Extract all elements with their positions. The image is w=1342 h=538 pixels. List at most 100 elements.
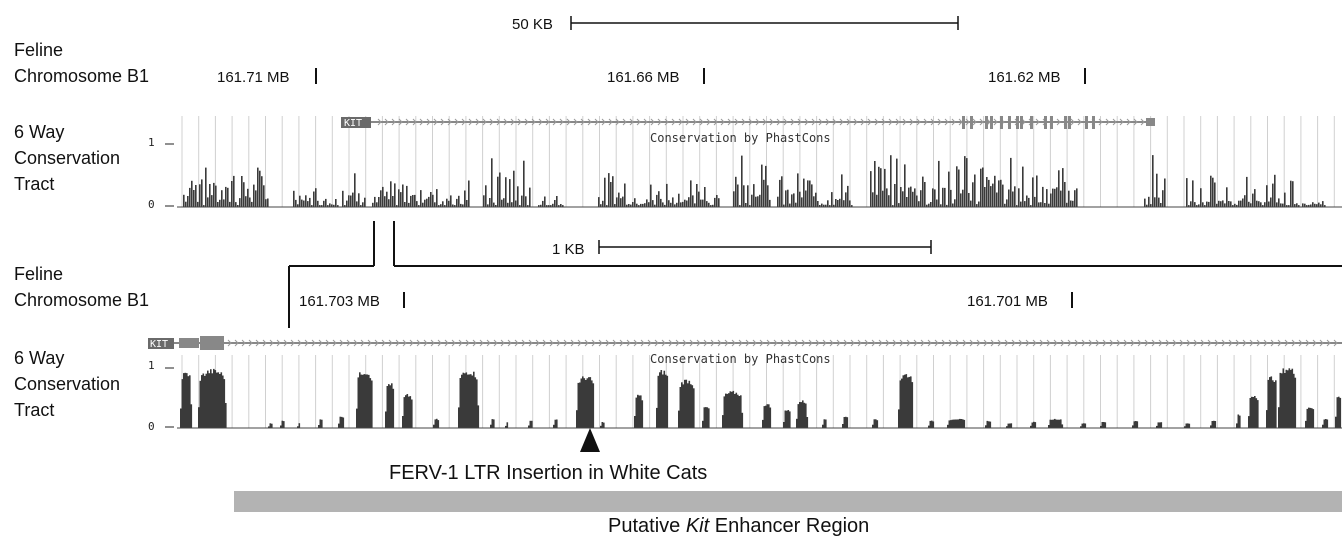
strand-chevron-icon	[689, 339, 694, 347]
conservation-bar	[763, 406, 766, 428]
strand-chevron-icon	[902, 118, 907, 126]
conservation-bar	[1080, 426, 1082, 428]
strand-chevron-icon	[615, 118, 620, 126]
conservation-bar	[1278, 407, 1280, 428]
conservation-bar	[1074, 190, 1076, 207]
conservation-bar	[1210, 175, 1212, 207]
bottom-track-label-line2: Tract	[14, 400, 54, 420]
conservation-bar	[1044, 203, 1046, 207]
conservation-bar	[1318, 202, 1320, 207]
strand-chevron-icon	[934, 339, 939, 347]
conservation-bar	[222, 375, 224, 428]
conservation-bar	[1305, 420, 1307, 428]
conservation-bar	[181, 379, 184, 428]
conservation-bar	[426, 198, 428, 207]
conservation-bar	[690, 180, 692, 207]
conservation-bar	[618, 192, 620, 207]
conservation-bar	[506, 422, 509, 428]
strand-chevron-icon	[920, 339, 925, 347]
conservation-bar	[195, 185, 197, 207]
conservation-bar	[839, 198, 841, 207]
conservation-bar	[753, 184, 755, 207]
strand-chevron-icon	[759, 339, 764, 347]
exon-block	[1000, 116, 1003, 129]
conservation-bar	[436, 189, 438, 207]
conservation-bar	[321, 419, 323, 428]
conservation-bar	[972, 182, 974, 207]
conservation-bar	[477, 405, 480, 428]
strand-chevron-icon	[1298, 339, 1303, 347]
conservation-bar	[1304, 203, 1306, 207]
conservation-bar	[1291, 368, 1294, 428]
conservation-bar	[678, 410, 680, 428]
strand-chevron-icon	[318, 339, 323, 347]
conservation-bar	[333, 204, 335, 207]
conservation-bar	[802, 400, 804, 428]
conservation-bar	[183, 373, 185, 428]
conservation-bar	[960, 419, 963, 428]
conservation-bar	[354, 173, 356, 207]
conservation-bar	[1028, 197, 1030, 207]
strand-chevron-icon	[654, 339, 659, 347]
strand-chevron-icon	[993, 118, 998, 126]
conservation-bar	[493, 419, 495, 428]
insertion-triangle-icon	[580, 428, 600, 452]
strand-chevron-icon	[535, 339, 540, 347]
strand-chevron-icon	[923, 118, 928, 126]
conservation-bar	[487, 204, 489, 207]
strand-chevron-icon	[1284, 339, 1289, 347]
conservation-bar	[910, 186, 912, 207]
conservation-bar	[1258, 201, 1260, 207]
strand-chevron-icon	[419, 118, 424, 126]
strand-chevron-icon	[353, 339, 358, 347]
conservation-bar	[1103, 422, 1105, 428]
strand-chevron-icon	[629, 118, 634, 126]
conservation-bar	[1101, 422, 1104, 428]
conservation-bar	[732, 390, 735, 428]
exon-block	[1050, 116, 1053, 129]
conservation-bar	[458, 195, 460, 207]
conservation-bar	[791, 194, 793, 207]
exon-block	[990, 116, 993, 129]
strand-chevron-icon	[773, 339, 778, 347]
conservation-bar	[1237, 414, 1240, 428]
conservation-bar	[892, 205, 894, 207]
conservation-bar	[805, 403, 807, 428]
bottom-scale-bar: 1 KB	[552, 240, 932, 258]
conservation-bar	[1214, 421, 1217, 428]
strand-chevron-icon	[1137, 339, 1142, 347]
conservation-bar	[841, 174, 843, 207]
exon-block	[970, 116, 973, 129]
conservation-bar	[1202, 202, 1204, 207]
conservation-bar	[1051, 419, 1053, 428]
conservation-bar	[837, 200, 839, 207]
strand-chevron-icon	[1221, 339, 1226, 347]
strand-chevron-icon	[685, 118, 690, 126]
conservation-bar	[875, 419, 877, 428]
conservation-bar	[511, 202, 513, 207]
conservation-bar	[968, 193, 970, 207]
strand-chevron-icon	[1126, 118, 1131, 126]
strand-chevron-icon	[605, 339, 610, 347]
bottom-conservation-bars	[180, 368, 1342, 428]
conservation-bar	[220, 372, 223, 428]
conservation-bar	[769, 199, 771, 207]
conservation-bar	[807, 180, 809, 207]
conservation-bar	[1154, 197, 1156, 207]
conservation-bar	[1007, 423, 1010, 428]
conservation-bar	[191, 180, 193, 207]
conservation-bar	[974, 174, 976, 207]
conservation-bar	[784, 410, 787, 428]
strand-chevron-icon	[514, 339, 519, 347]
conservation-bar	[690, 384, 692, 428]
conservation-bar	[527, 205, 529, 207]
strand-chevron-icon	[1242, 339, 1247, 347]
conservation-bar	[795, 202, 797, 207]
conservation-bar	[208, 373, 211, 428]
strand-chevron-icon	[1035, 118, 1040, 126]
conservation-bar	[1270, 376, 1273, 428]
conservation-bar	[437, 420, 440, 428]
conservation-bar	[693, 388, 695, 428]
conservation-bar	[1240, 200, 1242, 207]
conservation-bar	[785, 190, 787, 207]
